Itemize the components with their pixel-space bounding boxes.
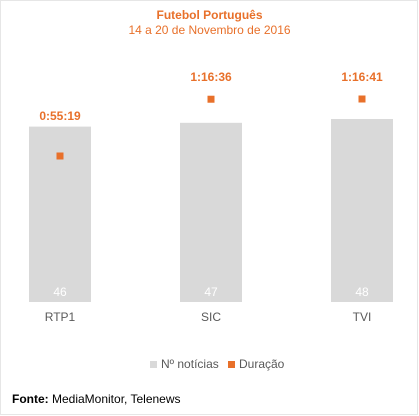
source-text: MediaMonitor, Telenews <box>48 392 181 406</box>
category-label: RTP1 <box>45 310 76 324</box>
duration-label: 1:16:36 <box>190 70 232 84</box>
bar-value-label: 47 <box>204 285 218 299</box>
bar-sic <box>180 122 242 302</box>
duration-label: 0:55:19 <box>39 109 81 123</box>
duration-label: 1:16:41 <box>341 70 383 84</box>
source-note: Fonte: MediaMonitor, Telenews <box>12 392 181 406</box>
source-label: Fonte: <box>12 392 49 406</box>
duration-marker <box>56 152 64 160</box>
bar-value-label: 46 <box>53 285 67 299</box>
legend-label-noticias: Nº notícias <box>161 357 219 371</box>
legend-label-duracao: Duração <box>239 357 285 371</box>
legend-swatch-duracao <box>228 361 235 368</box>
legend-swatch-noticias <box>150 361 157 368</box>
bar-tvi <box>331 119 393 302</box>
category-label: TVI <box>353 310 372 324</box>
duration-marker <box>207 95 215 103</box>
chart-title: Futebol Português <box>156 8 263 22</box>
chart-subtitle: 14 a 20 de Novembro de 2016 <box>128 23 291 37</box>
category-label: SIC <box>201 310 221 324</box>
bar-value-label: 48 <box>355 285 369 299</box>
duration-marker <box>358 95 366 103</box>
